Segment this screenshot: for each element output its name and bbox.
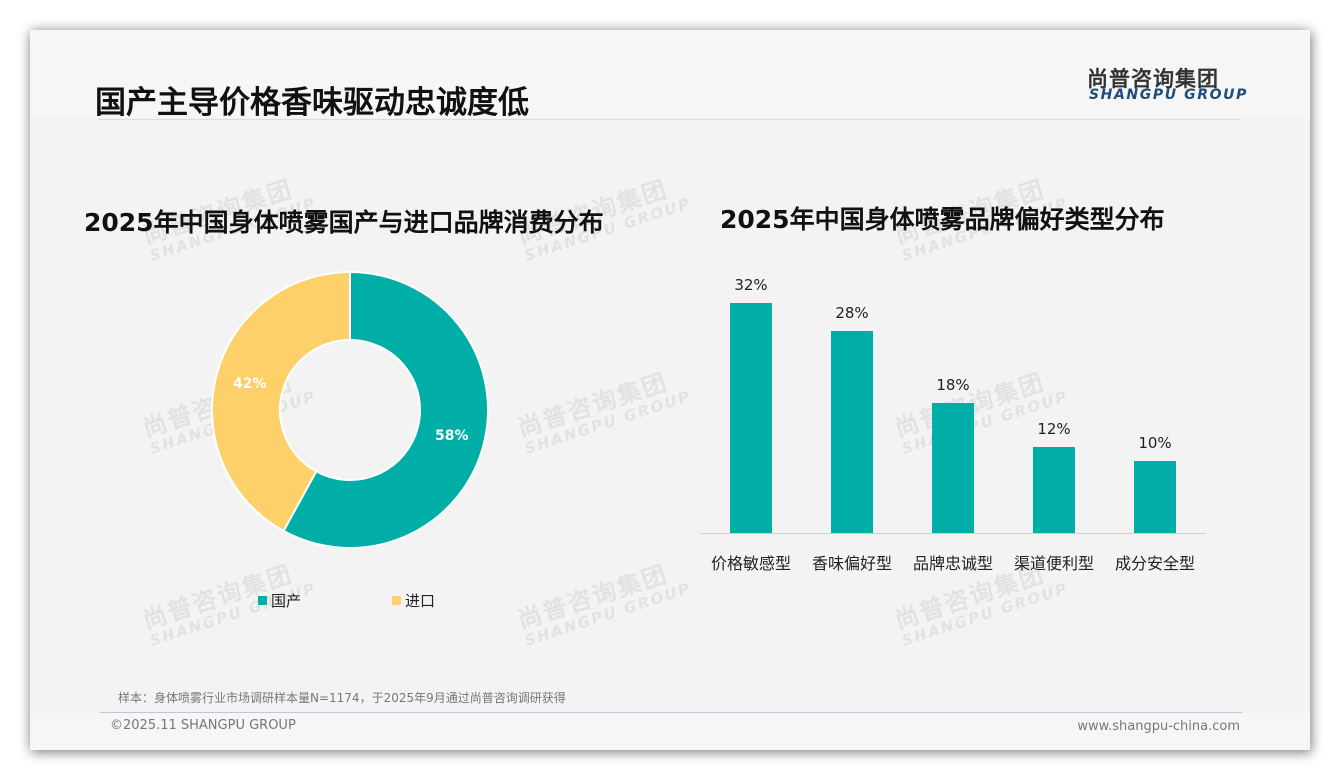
footer-divider xyxy=(100,712,1242,713)
bar-value-label: 18% xyxy=(936,376,970,395)
slide: 尚普咨询集团 SHANGPU GROUP 尚普咨询集团 SHANGPU GROUP … xyxy=(30,30,1310,750)
bar-category-label: 渠道便利型 xyxy=(1013,554,1094,573)
legend-item-domestic: 国产 xyxy=(258,590,301,611)
donut-slice-domestic xyxy=(282,270,489,549)
bar-category-label: 香味偏好型 xyxy=(811,554,892,573)
legend-swatch-imported xyxy=(392,596,401,605)
donut-slice-imported xyxy=(211,270,351,533)
legend-label-domestic: 国产 xyxy=(271,592,302,610)
legend-label-imported: 进口 xyxy=(405,592,436,610)
bar-value-label: 10% xyxy=(1138,434,1172,452)
bar-value-label: 12% xyxy=(1037,419,1071,438)
bar-category-label: 品牌忠诚型 xyxy=(912,554,993,573)
legend-swatch-domestic xyxy=(258,596,267,605)
logo-english: SHANGPU GROUP xyxy=(1089,87,1248,103)
donut-chart xyxy=(211,270,489,549)
footer-band xyxy=(30,713,1310,750)
legend-item-imported: 进口 xyxy=(392,590,435,611)
header-band xyxy=(30,30,1310,118)
logo-chinese: 尚普咨询集团 xyxy=(1087,67,1219,91)
bar xyxy=(831,331,873,533)
bar xyxy=(1033,446,1075,533)
website-link[interactable]: www.shangpu-china.com xyxy=(1077,719,1240,734)
bar xyxy=(1134,461,1176,533)
bar-value-label: 28% xyxy=(835,304,869,323)
x-axis-line xyxy=(700,533,1206,534)
donut-chart-title: 2025年中国身体喷雾国产与进口品牌消费分布 xyxy=(84,208,604,237)
bar xyxy=(730,302,772,533)
bar-value-label: 32% xyxy=(734,275,768,294)
copyright: ©2025.11 SHANGPU GROUP xyxy=(110,718,296,733)
donut-label-domestic: 58% xyxy=(435,428,469,444)
bar xyxy=(932,403,974,533)
donut-label-imported: 42% xyxy=(233,376,267,392)
bar-category-label: 价格敏感型 xyxy=(710,554,791,573)
sample-note: 样本：身体喷雾行业市场调研样本量N=1174，于2025年9月通过尚普咨询调研获… xyxy=(118,691,566,705)
title-divider xyxy=(98,119,1240,120)
page-title: 国产主导价格香味驱动忠诚度低 xyxy=(95,85,529,121)
bar-category-label: 成分安全型 xyxy=(1114,554,1195,573)
bar-chart-title: 2025年中国身体喷雾品牌偏好类型分布 xyxy=(720,205,1165,234)
